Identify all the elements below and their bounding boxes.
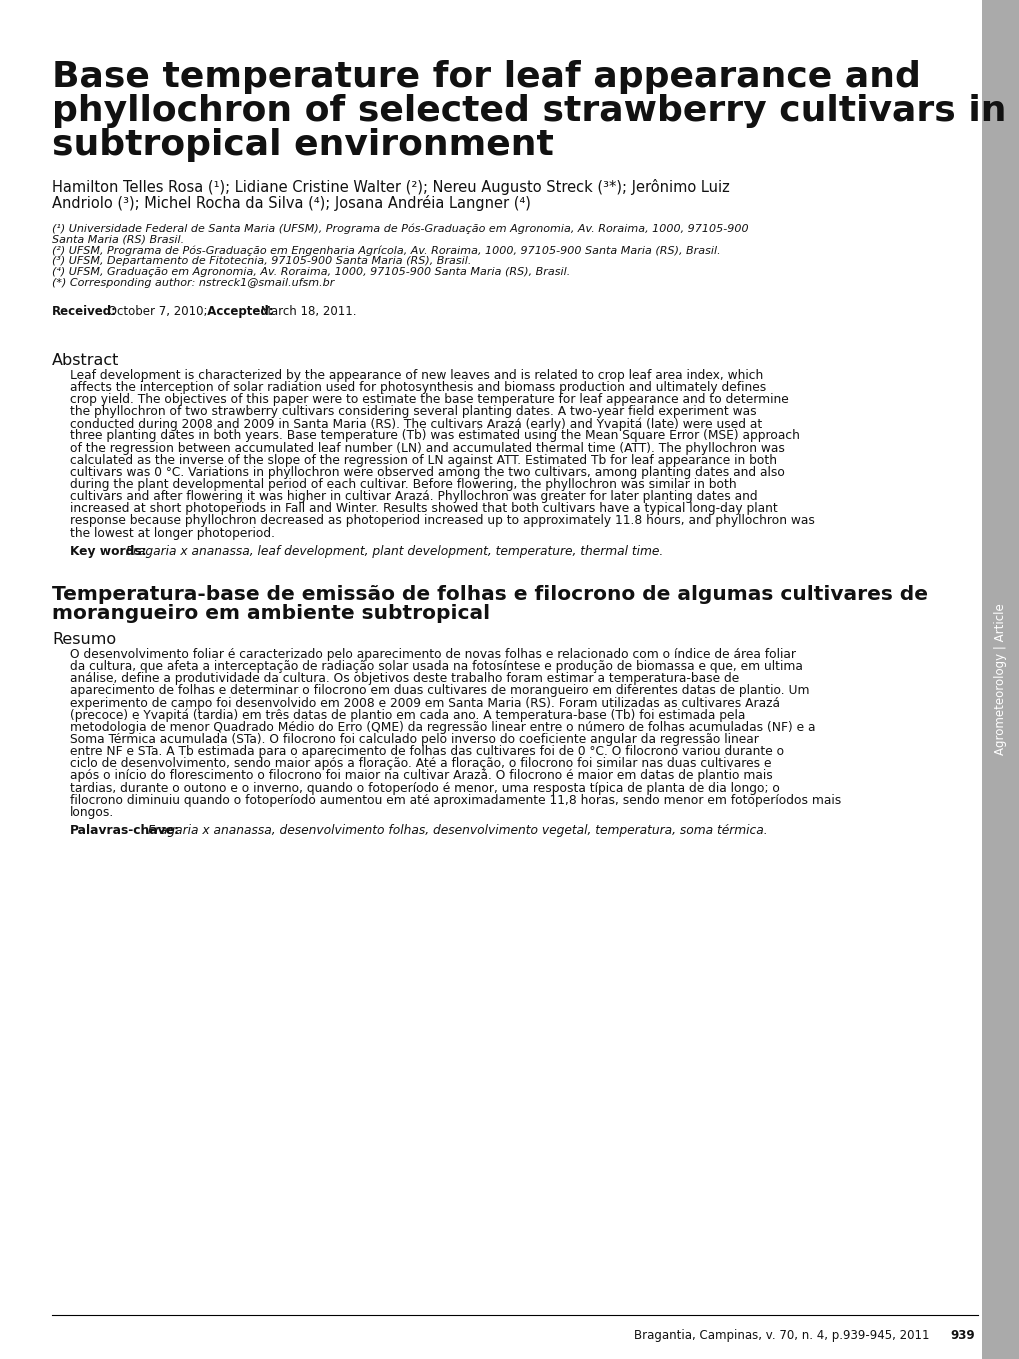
Text: metodologia de menor Quadrado Médio do Erro (QME) da regressão linear entre o nú: metodologia de menor Quadrado Médio do E…: [70, 720, 815, 734]
Bar: [981, 0, 1019, 1359]
Text: Bragantia, Campinas, v. 70, n. 4, p.939-945, 2011: Bragantia, Campinas, v. 70, n. 4, p.939-…: [634, 1329, 929, 1341]
Text: (*) Corresponding author: nstreck1@smail.ufsm.br: (*) Corresponding author: nstreck1@smail…: [52, 277, 334, 288]
Text: tardias, durante o outono e o inverno, quando o fotoperíodo é menor, uma respost: tardias, durante o outono e o inverno, q…: [70, 781, 780, 795]
Text: Fragaria x ananassa, leaf development, plant development, temperature, thermal t: Fragaria x ananassa, leaf development, p…: [122, 545, 662, 557]
Text: subtropical environment: subtropical environment: [52, 128, 553, 162]
Text: após o início do florescimento o filocrono foi maior na cultivar Arazá. O filocr: após o início do florescimento o filocro…: [70, 769, 772, 783]
Text: ciclo de desenvolvimento, sendo maior após a floração. Até a floração, o filocro: ciclo de desenvolvimento, sendo maior ap…: [70, 757, 770, 771]
Text: Key words:: Key words:: [70, 545, 147, 557]
Text: the phyllochron of two strawberry cultivars considering several planting dates. : the phyllochron of two strawberry cultiv…: [70, 405, 756, 419]
Text: conducted during 2008 and 2009 in Santa Maria (RS). The cultivars Arazá (early) : conducted during 2008 and 2009 in Santa …: [70, 417, 761, 431]
Text: Soma Térmica acumulada (STa). O filocrono foi calculado pelo inverso do coeficie: Soma Térmica acumulada (STa). O filocron…: [70, 733, 758, 746]
Text: October 7, 2010;: October 7, 2010;: [104, 304, 207, 318]
Text: filocrono diminuiu quando o fotoperíodo aumentou em até aproximadamente 11,8 hor: filocrono diminuiu quando o fotoperíodo …: [70, 794, 841, 807]
Text: the lowest at longer photoperiod.: the lowest at longer photoperiod.: [70, 527, 275, 540]
Text: calculated as the inverse of the slope of the regression of LN against ATT. Esti: calculated as the inverse of the slope o…: [70, 454, 776, 466]
Text: Abstract: Abstract: [52, 352, 119, 368]
Text: morangueiro em ambiente subtropical: morangueiro em ambiente subtropical: [52, 605, 490, 624]
Text: response because phyllochron decreased as photoperiod increased up to approximat: response because phyllochron decreased a…: [70, 515, 814, 527]
Text: Resumo: Resumo: [52, 632, 116, 647]
Text: of the regression between accumulated leaf number (LN) and accumulated thermal t: of the regression between accumulated le…: [70, 442, 784, 455]
Text: Hamilton Telles Rosa (¹); Lidiane Cristine Walter (²); Nereu Augusto Streck (³*): Hamilton Telles Rosa (¹); Lidiane Cristi…: [52, 179, 729, 196]
Text: three planting dates in both years. Base temperature (Tb) was estimated using th: three planting dates in both years. Base…: [70, 429, 799, 443]
Text: affects the interception of solar radiation used for photosynthesis and biomass : affects the interception of solar radiat…: [70, 381, 765, 394]
Text: Agrometeorology | Article: Agrometeorology | Article: [994, 603, 1007, 756]
Text: crop yield. The objectives of this paper were to estimate the base temperature f: crop yield. The objectives of this paper…: [70, 393, 788, 406]
Text: Andriolo (³); Michel Rocha da Silva (⁴); Josana Andréia Langner (⁴): Andriolo (³); Michel Rocha da Silva (⁴);…: [52, 194, 530, 211]
Text: phyllochron of selected strawberry cultivars in a: phyllochron of selected strawberry culti…: [52, 94, 1019, 128]
Text: (¹) Universidade Federal de Santa Maria (UFSM), Programa de Pós-Graduação em Agr: (¹) Universidade Federal de Santa Maria …: [52, 224, 748, 234]
Text: experimento de campo foi desenvolvido em 2008 e 2009 em Santa Maria (RS). Foram : experimento de campo foi desenvolvido em…: [70, 697, 780, 709]
Text: Received:: Received:: [52, 304, 117, 318]
Text: aparecimento de folhas e determinar o filocrono em duas cultivares de morangueir: aparecimento de folhas e determinar o fi…: [70, 685, 809, 697]
Text: (⁴) UFSM, Graduação em Agronomia, Av. Roraima, 1000, 97105-900 Santa Maria (RS),: (⁴) UFSM, Graduação em Agronomia, Av. Ro…: [52, 268, 570, 277]
Text: entre NF e STa. A Tb estimada para o aparecimento de folhas das cultivares foi d: entre NF e STa. A Tb estimada para o apa…: [70, 745, 784, 758]
Text: Base temperature for leaf appearance and: Base temperature for leaf appearance and: [52, 60, 920, 94]
Text: March 18, 2011.: March 18, 2011.: [257, 304, 357, 318]
Text: (³) UFSM, Departamento de Fitotecnia, 97105-900 Santa Maria (RS), Brasil.: (³) UFSM, Departamento de Fitotecnia, 97…: [52, 257, 471, 266]
Text: Santa Maria (RS) Brasil.: Santa Maria (RS) Brasil.: [52, 235, 184, 245]
Text: increased at short photoperiods in Fall and Winter. Results showed that both cul: increased at short photoperiods in Fall …: [70, 503, 777, 515]
Text: Palavras-chave:: Palavras-chave:: [70, 824, 179, 837]
Text: da cultura, que afeta a interceptação de radiação solar usada na fotosíntese e p: da cultura, que afeta a interceptação de…: [70, 660, 802, 673]
Text: O desenvolvimento foliar é caracterizado pelo aparecimento de novas folhas e rel: O desenvolvimento foliar é caracterizado…: [70, 648, 795, 660]
Text: (²) UFSM, Programa de Pós-Graduação em Engenharia Agrícola, Av. Roraima, 1000, 9: (²) UFSM, Programa de Pós-Graduação em E…: [52, 246, 719, 255]
Text: cultivars was 0 °C. Variations in phyllochron were observed among the two cultiv: cultivars was 0 °C. Variations in phyllo…: [70, 466, 784, 478]
Text: longos.: longos.: [70, 806, 114, 819]
Text: análise, define a produtividade da cultura. Os objetivos deste trabalho foram es: análise, define a produtividade da cultu…: [70, 673, 739, 685]
Text: (precoce) e Yvapitá (tardia) em três datas de plantio em cada ano. A temperatur: (precoce) e Yvapitá (tardia) em três da…: [70, 709, 745, 722]
Text: Fragaria x ananassa, desenvolvimento folhas, desenvolvimento vegetal, temperatur: Fragaria x ananassa, desenvolvimento fol…: [144, 824, 767, 837]
Text: during the plant developmental period of each cultivar. Before flowering, the ph: during the plant developmental period of…: [70, 478, 736, 491]
Text: Accepted:: Accepted:: [199, 304, 273, 318]
Text: 939: 939: [950, 1329, 974, 1341]
Text: cultivars and after flowering it was higher in cultivar Arazá. Phyllochron was g: cultivars and after flowering it was hig…: [70, 491, 757, 503]
Text: Leaf development is characterized by the appearance of new leaves and is related: Leaf development is characterized by the…: [70, 368, 762, 382]
Text: Temperatura-base de emissão de folhas e filocrono de algumas cultivares de: Temperatura-base de emissão de folhas e …: [52, 584, 927, 603]
